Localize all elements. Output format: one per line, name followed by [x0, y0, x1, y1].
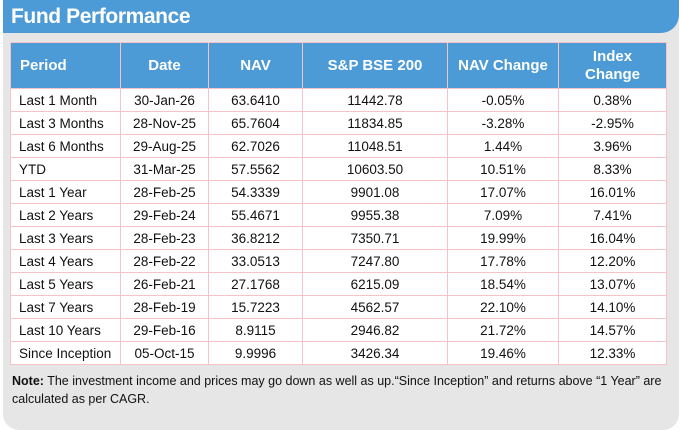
cell-index-change: 13.07%	[558, 272, 667, 296]
cell-period: Last 5 Years	[10, 272, 121, 296]
cell-index-change: -2.95%	[558, 111, 667, 135]
cell-nav-change: 18.54%	[447, 272, 559, 296]
cell-index-change: 0.38%	[558, 88, 667, 112]
note: Note: The investment income and prices m…	[12, 373, 665, 408]
cell-nav-change: -3.28%	[447, 111, 559, 135]
cell-date: 29-Feb-16	[120, 318, 209, 342]
cell-index-change: 12.33%	[558, 341, 667, 365]
cell-s-p-bse-200: 11048.51	[302, 134, 448, 158]
cell-nav: 63.6410	[208, 88, 303, 112]
cell-index-change: 14.57%	[558, 318, 667, 342]
cell-date: 28-Nov-25	[120, 111, 209, 135]
table-row: Last 4 Years 28-Feb-22 33.0513 7247.80 17.78…	[10, 249, 667, 273]
table-row: Last 1 Month 30-Jan-26 63.6410 11442.78 -0.0…	[10, 88, 667, 112]
cell-index-change: 8.33%	[558, 157, 667, 181]
table-row: Last 2 Years 29-Feb-24 55.4671 9955.38 7.09%…	[10, 203, 667, 227]
table-row: Last 1 Year 28-Feb-25 54.3339 9901.08 17.07%…	[10, 180, 667, 204]
cell-nav: 27.1768	[208, 272, 303, 296]
cell-s-p-bse-200: 6215.09	[302, 272, 448, 296]
cell-date: 29-Aug-25	[120, 134, 209, 158]
table-row: Last 6 Months 29-Aug-25 62.7026 11048.51 1.4…	[10, 134, 667, 158]
cell-period: Last 2 Years	[10, 203, 121, 227]
cell-s-p-bse-200: 4562.57	[302, 295, 448, 319]
cell-s-p-bse-200: 7247.80	[302, 249, 448, 273]
cell-date: 31-Mar-25	[120, 157, 209, 181]
table-row: Last 10 Years 29-Feb-16 8.9115 2946.82 21.72…	[10, 318, 667, 342]
cell-nav-change: 17.07%	[447, 180, 559, 204]
column-header-s-p-bse-200: S&P BSE 200	[302, 42, 448, 89]
cell-nav: 15.7223	[208, 295, 303, 319]
cell-date: 30-Jan-26	[120, 88, 209, 112]
cell-date: 28-Feb-22	[120, 249, 209, 273]
cell-s-p-bse-200: 9955.38	[302, 203, 448, 227]
table-row: Last 5 Years 26-Feb-21 27.1768 6215.09 18.54…	[10, 272, 667, 296]
header-row: Period Date NAV S&P BSE 200 NAV Change Index …	[10, 42, 667, 89]
cell-period: Last 4 Years	[10, 249, 121, 273]
cell-period: Last 10 Years	[10, 318, 121, 342]
fund-performance-table: Period Date NAV S&P BSE 200 NAV Change Index …	[10, 42, 667, 365]
table-row: Last 7 Years 28-Feb-19 15.7223 4562.57 22.10…	[10, 295, 667, 319]
cell-date: 05-Oct-15	[120, 341, 209, 365]
cell-date: 29-Feb-24	[120, 203, 209, 227]
cell-date: 28-Feb-23	[120, 226, 209, 250]
cell-nav-change: -0.05%	[447, 88, 559, 112]
cell-nav: 62.7026	[208, 134, 303, 158]
cell-index-change: 16.04%	[558, 226, 667, 250]
cell-nav-change: 19.46%	[447, 341, 559, 365]
cell-nav: 8.9115	[208, 318, 303, 342]
page-title: Fund Performance	[11, 4, 191, 28]
cell-nav: 54.3339	[208, 180, 303, 204]
column-header-index-change: Index Change	[558, 42, 667, 89]
cell-s-p-bse-200: 9901.08	[302, 180, 448, 204]
cell-nav-change: 22.10%	[447, 295, 559, 319]
cell-period: Last 3 Months	[10, 111, 121, 135]
cell-nav: 55.4671	[208, 203, 303, 227]
cell-nav-change: 17.78%	[447, 249, 559, 273]
table-row: YTD 31-Mar-25 57.5562 10603.50 10.51% 8.33%	[10, 157, 667, 181]
cell-period: Since Inception	[10, 341, 121, 365]
cell-index-change: 14.10%	[558, 295, 667, 319]
column-header-date: Date	[120, 42, 209, 89]
note-text: The investment income and prices may go …	[12, 374, 662, 406]
cell-nav: 9.9996	[208, 341, 303, 365]
cell-nav: 57.5562	[208, 157, 303, 181]
cell-nav-change: 1.44%	[447, 134, 559, 158]
cell-period: YTD	[10, 157, 121, 181]
cell-period: Last 3 Years	[10, 226, 121, 250]
cell-period: Last 7 Years	[10, 295, 121, 319]
cell-s-p-bse-200: 7350.71	[302, 226, 448, 250]
table-row: Last 3 Months 28-Nov-25 65.7604 11834.85 -3.…	[10, 111, 667, 135]
table-row: Last 3 Years 28-Feb-23 36.8212 7350.71 19.99…	[10, 226, 667, 250]
cell-s-p-bse-200: 3426.34	[302, 341, 448, 365]
cell-s-p-bse-200: 11834.85	[302, 111, 448, 135]
cell-date: 26-Feb-21	[120, 272, 209, 296]
cell-nav: 33.0513	[208, 249, 303, 273]
cell-nav: 65.7604	[208, 111, 303, 135]
fund-performance-card: Fund Performance Period Date NAV S&P BSE 20…	[3, 0, 679, 430]
cell-nav: 36.8212	[208, 226, 303, 250]
cell-nav-change: 7.09%	[447, 203, 559, 227]
note-label: Note:	[12, 374, 44, 388]
cell-nav-change: 21.72%	[447, 318, 559, 342]
cell-period: Last 6 Months	[10, 134, 121, 158]
cell-index-change: 12.20%	[558, 249, 667, 273]
cell-s-p-bse-200: 10603.50	[302, 157, 448, 181]
cell-nav-change: 10.51%	[447, 157, 559, 181]
cell-s-p-bse-200: 11442.78	[302, 88, 448, 112]
cell-date: 28-Feb-19	[120, 295, 209, 319]
cell-index-change: 16.01%	[558, 180, 667, 204]
column-header-nav-change: NAV Change	[447, 42, 559, 89]
cell-date: 28-Feb-25	[120, 180, 209, 204]
cell-period: Last 1 Year	[10, 180, 121, 204]
cell-index-change: 3.96%	[558, 134, 667, 158]
cell-s-p-bse-200: 2946.82	[302, 318, 448, 342]
table-row: Since Inception 05-Oct-15 9.9996 3426.34 19.…	[10, 341, 667, 365]
cell-period: Last 1 Month	[10, 88, 121, 112]
column-header-period: Period	[10, 42, 121, 89]
cell-nav-change: 19.99%	[447, 226, 559, 250]
cell-index-change: 7.41%	[558, 203, 667, 227]
column-header-nav: NAV	[208, 42, 303, 89]
title-bar: Fund Performance	[3, 0, 679, 33]
